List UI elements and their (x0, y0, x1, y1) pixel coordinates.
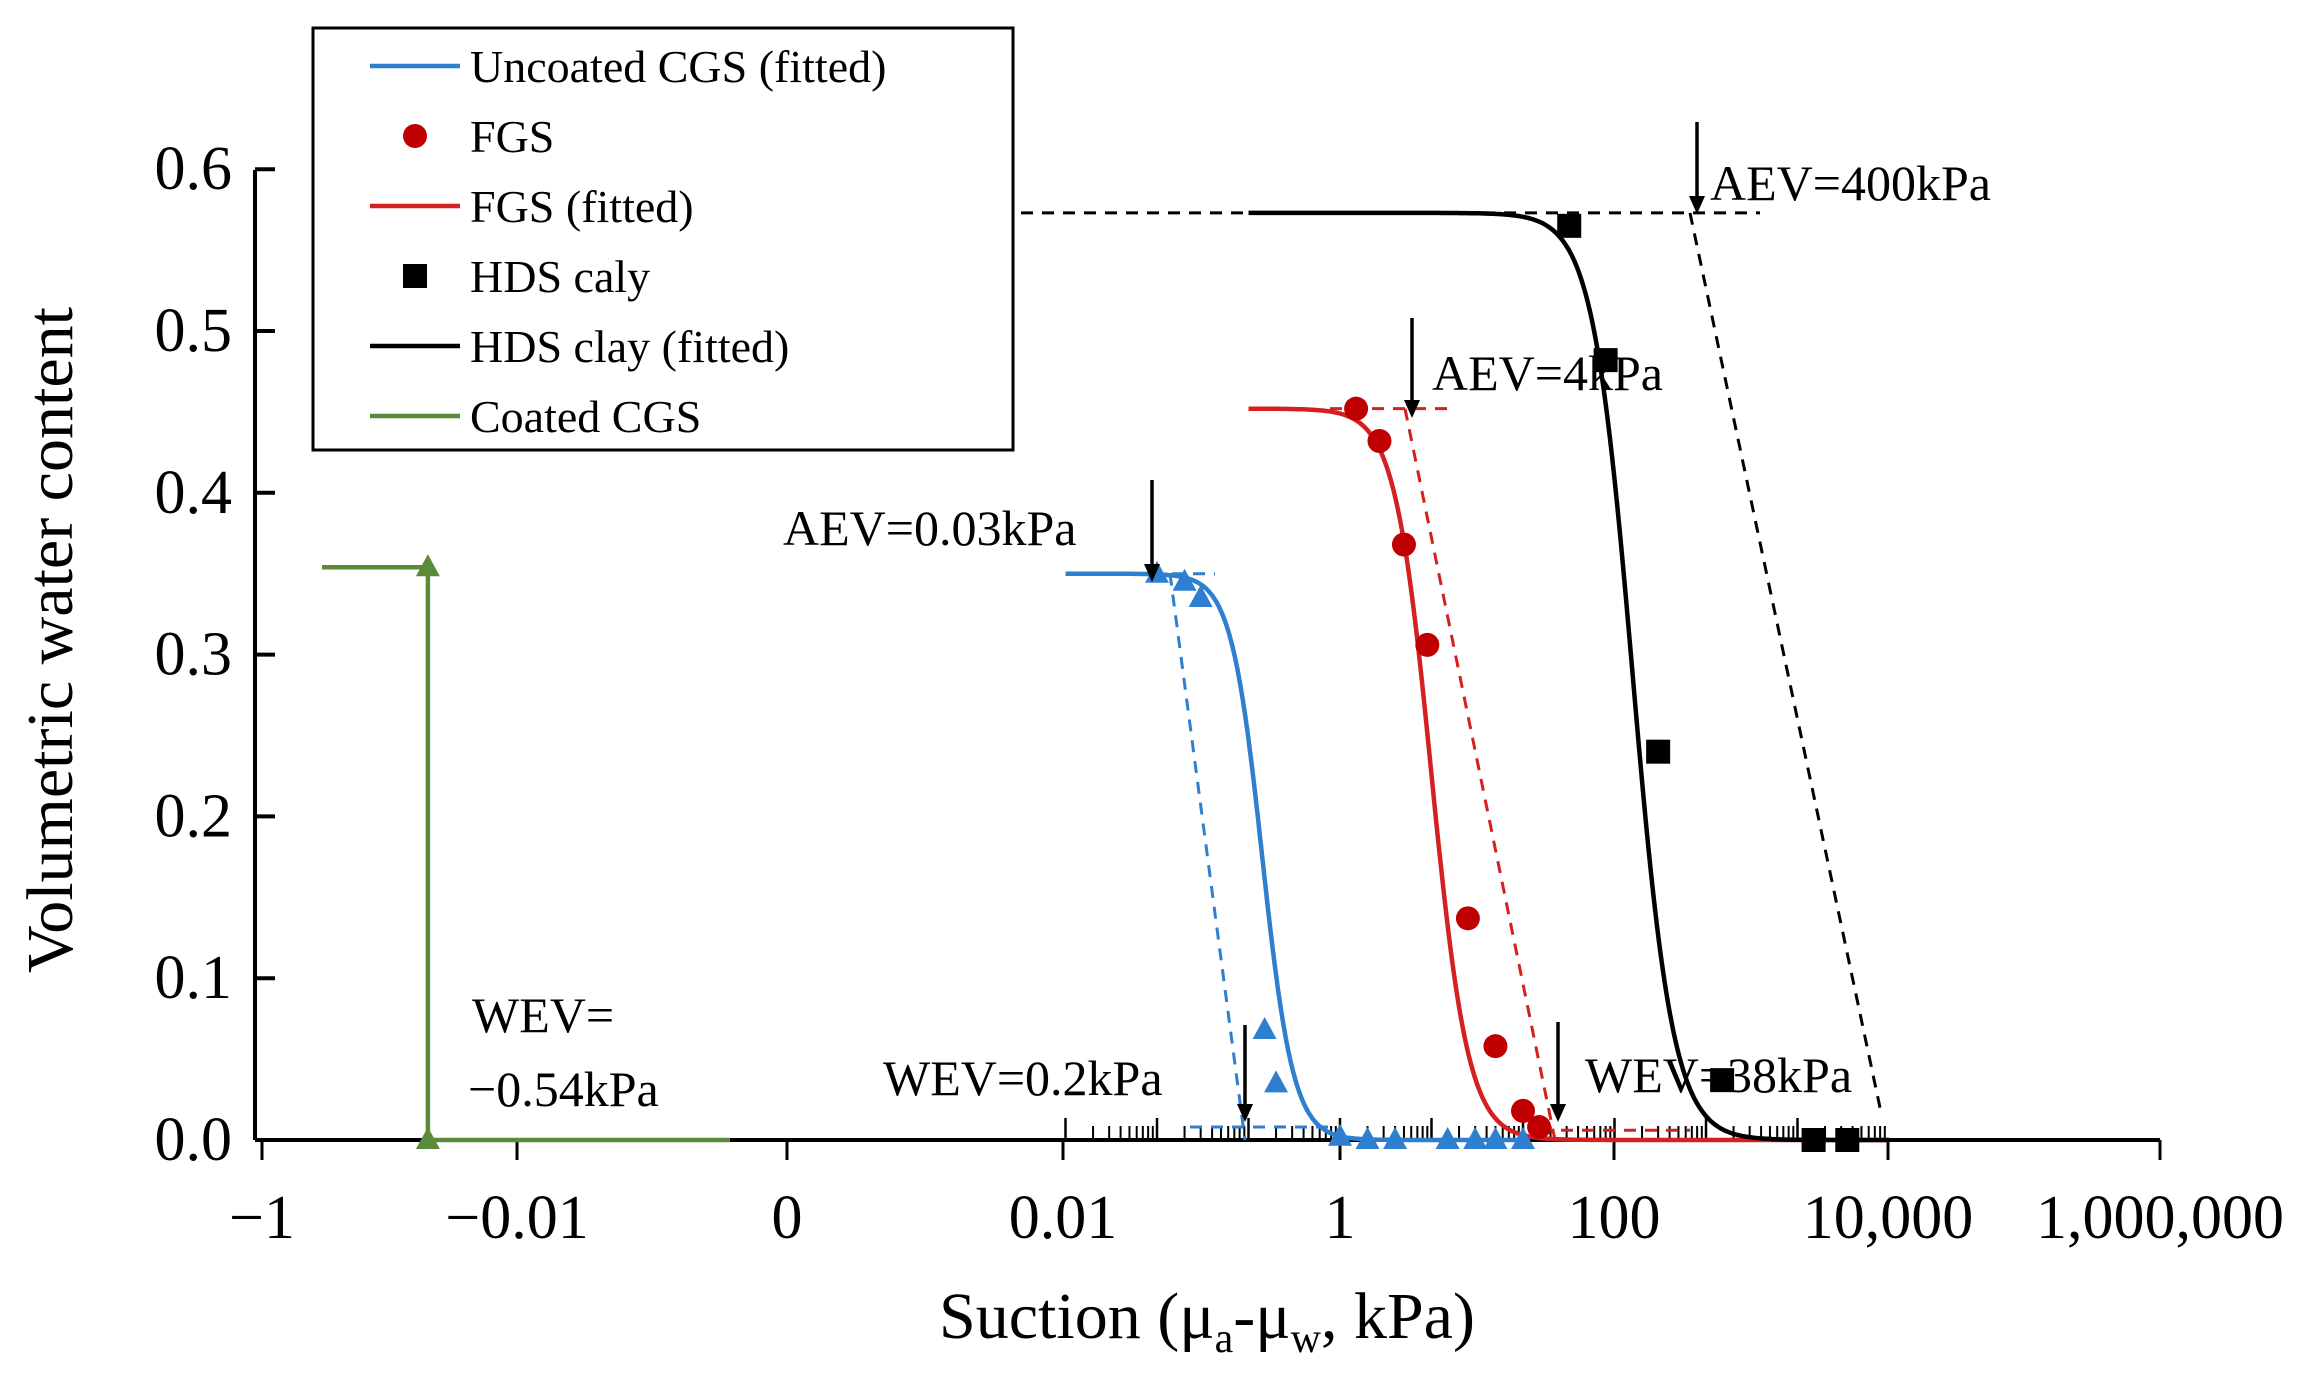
x-title-end: , kPa) (1321, 1280, 1475, 1353)
annotation-label-line2: −0.54kPa (468, 1061, 659, 1117)
legend-square-symbol (403, 264, 427, 288)
fgs-point (1527, 1115, 1552, 1140)
fgs-point (1367, 429, 1392, 454)
arrow-aev-4-head (1404, 400, 1420, 418)
x-title-dash: -μ (1233, 1280, 1290, 1353)
x-tick-label: −0.01 (445, 1184, 588, 1252)
arrow-aev-003-head (1144, 564, 1160, 582)
hds-point (1646, 739, 1671, 764)
legend-label: FGS (fitted) (470, 181, 694, 232)
fgs-slope-dash (1403, 408, 1557, 1141)
coated-cgs-point (415, 554, 440, 577)
legend-label: HDS caly (470, 251, 650, 302)
fgs-point (1511, 1098, 1535, 1123)
data-markers (415, 213, 1860, 1152)
annotation-label: AEV=4kPa (1432, 345, 1663, 401)
cgs-slope-dash (1168, 573, 1247, 1141)
hds-point (1557, 213, 1582, 238)
y-tick-label: 0.6 (155, 135, 233, 203)
cgs-point (1511, 1127, 1535, 1149)
legend-box (311, 26, 1015, 452)
coated-cgs-point (415, 1127, 440, 1149)
legend-label: HDS clay (fitted) (470, 321, 789, 372)
legend-label: FGS (470, 111, 554, 162)
hds-point (1710, 1068, 1735, 1093)
y-tick-label: 0.0 (155, 1106, 233, 1174)
x-tick-label: 1,000,000 (2036, 1184, 2284, 1252)
hds-slope-dash (1688, 212, 1882, 1108)
y-axis-title: Volumetric water content (14, 307, 87, 973)
y-tick-label: 0.4 (155, 459, 233, 527)
x-tick-label: 0.01 (1009, 1184, 1118, 1252)
legend-circle-symbol (403, 124, 427, 148)
fitted-curve (1248, 210, 1889, 1143)
cgs-point (1435, 1127, 1460, 1149)
fgs-point (1415, 632, 1440, 657)
annotation-label: WEV=38kPa (1585, 1047, 1852, 1103)
hds-point (1835, 1128, 1860, 1152)
annotation-label-line1: WEV= (472, 987, 614, 1043)
cgs-point (1483, 1127, 1508, 1149)
legend-label: Uncoated CGS (fitted) (470, 41, 886, 92)
cgs-point (1252, 1016, 1277, 1039)
annotation-label: AEV=400kPa (1710, 155, 1991, 211)
y-ticks: 0.0 0.1 0.2 0.3 0.4 0.5 0.6 (155, 135, 275, 1174)
hds-point (1801, 1128, 1826, 1152)
cgs-point (1188, 584, 1213, 607)
cgs-point (1172, 568, 1197, 591)
x-title-main: Suction ( (939, 1280, 1179, 1353)
y-tick-label: 0.1 (155, 944, 233, 1012)
x-axis-title: Suction (μa-μw, kPa) (939, 1280, 1475, 1362)
y-tick-label: 0.3 (155, 621, 233, 689)
y-tick-label: 0.5 (155, 297, 233, 365)
y-tick-label: 0.2 (155, 782, 233, 850)
annotations: AEV=400kPa AEV=4kPa AEV=0.03kPa WEV=0.2kPa W… (468, 122, 1991, 1122)
arrow-wev-02-head (1237, 1104, 1253, 1122)
cgs-point (1355, 1127, 1380, 1149)
fitted-curve (1248, 406, 1889, 1143)
x-ticks: −1 −0.01 0 0.01 1 100 10,000 1,000,000 (229, 1140, 2284, 1252)
fgs-point (1344, 396, 1369, 421)
cgs-point (1264, 1070, 1289, 1093)
x-title-sub-w: w (1291, 1316, 1322, 1362)
fgs-point (1455, 906, 1480, 931)
x-title-mu: μ (1179, 1280, 1214, 1353)
cgs-point (1463, 1127, 1488, 1149)
cgs-point (1328, 1123, 1352, 1146)
annotation-label: AEV=0.03kPa (783, 500, 1076, 556)
annotation-label: WEV=0.2kPa (883, 1050, 1163, 1106)
cgs-point (1383, 1127, 1408, 1149)
arrow-aev-400-head (1689, 196, 1705, 214)
x-tick-label: 100 (1568, 1184, 1661, 1252)
fgs-point (1391, 532, 1416, 557)
x-tick-label: 10,000 (1803, 1184, 1974, 1252)
fgs-point (1483, 1034, 1508, 1059)
arrow-wev-38-head (1550, 1104, 1566, 1122)
x-title-sub-a: a (1215, 1316, 1234, 1362)
legend-label: Coated CGS (470, 391, 701, 442)
hds-point (1593, 348, 1618, 373)
x-tick-label: 1 (1325, 1184, 1356, 1252)
x-tick-label: 0 (772, 1184, 803, 1252)
legend: Uncoated CGS (fitted) FGS FGS (fitted) HDS … (311, 26, 1015, 452)
x-tick-label: −1 (229, 1184, 295, 1252)
